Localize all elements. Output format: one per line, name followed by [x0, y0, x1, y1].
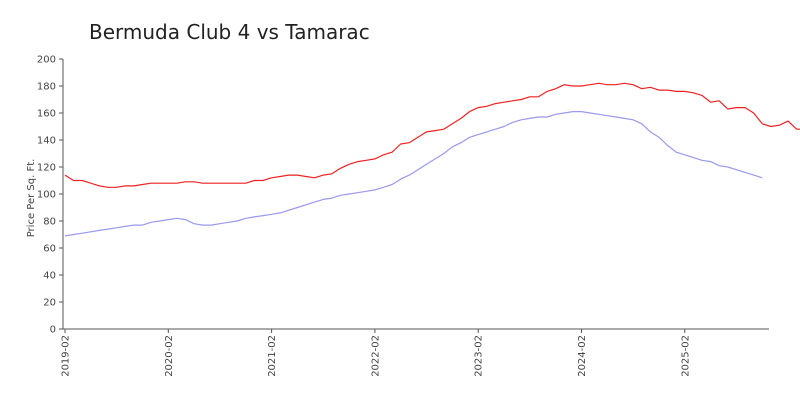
y-axis-title: Price Per Sq. Ft.	[26, 159, 37, 238]
y-tick-label: 60	[43, 244, 56, 255]
y-axis-ticks: 0 20 40 60 80 100 120 140 160 180 200	[37, 55, 63, 336]
series-line-1	[64, 82, 800, 188]
y-tick-label: 180	[37, 82, 56, 93]
y-tick-label: 120	[37, 163, 56, 174]
series-layer	[64, 82, 800, 237]
y-tick-label: 140	[37, 136, 56, 147]
x-tick-label: 2025-02	[680, 335, 691, 377]
x-tick-label: 2019-02	[61, 335, 72, 377]
series-line-2	[64, 110, 763, 237]
y-tick-label: 160	[37, 109, 56, 120]
y-tick-label: 20	[43, 298, 56, 309]
y-tick-label: 200	[37, 55, 56, 66]
y-tick-label: 80	[43, 217, 56, 228]
x-axis-ticks: 2019-02 2020-02 2021-02 2022-02 2023-02 2024-…	[61, 329, 691, 377]
x-tick-label: 2022-02	[370, 335, 381, 377]
x-tick-label: 2024-02	[577, 335, 588, 377]
x-tick-label: 2023-02	[474, 335, 485, 377]
y-tick-label: 40	[43, 271, 56, 282]
y-tick-label: 100	[37, 190, 56, 201]
y-tick-label: 0	[50, 325, 56, 336]
x-tick-label: 2021-02	[267, 335, 278, 377]
chart-title: Bermuda Club 4 vs Tamarac	[89, 20, 370, 44]
x-tick-label: 2020-02	[164, 335, 175, 377]
